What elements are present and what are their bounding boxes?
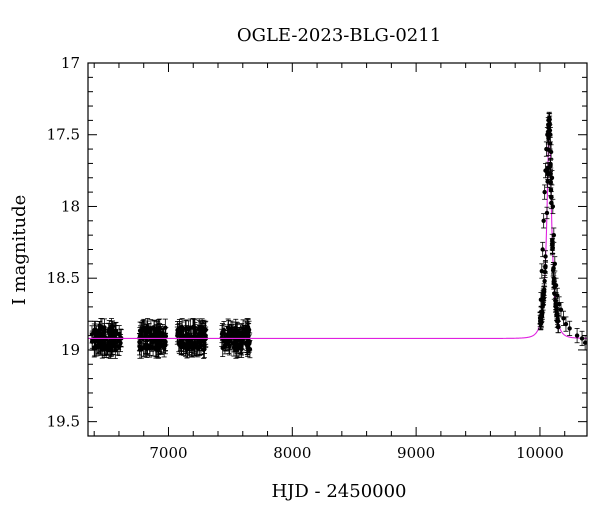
data-point [179,328,185,333]
event-point [555,324,561,330]
event-point [545,179,550,184]
data-point [194,344,200,349]
event-point [582,340,587,345]
event-point [567,326,572,331]
plot-frame [87,62,588,437]
event-point [546,134,551,139]
event-point [543,254,548,259]
event-point [550,204,556,209]
y-tick-label: 19 [61,341,80,359]
data-point [184,331,189,337]
data-point [197,331,203,336]
x-tick-label: 9000 [397,444,435,462]
event-point [554,308,559,314]
data-point [227,344,232,349]
event-point [542,189,547,195]
data-point [175,333,180,338]
data-point [238,342,244,347]
data-point [197,325,202,330]
event-point [546,147,551,152]
data-point [178,340,183,345]
x-tick-label: 7000 [149,444,187,462]
event-point [550,245,555,251]
event-point [548,187,554,192]
event-point [574,333,580,338]
event-point [552,284,557,290]
model-curve [88,120,587,339]
data-point [97,327,102,333]
data-point [225,325,231,330]
event-point [563,321,569,327]
x-tick-label: 8000 [273,444,311,462]
event-point [542,278,547,284]
data-point [221,331,227,336]
data-point [201,347,206,353]
y-tick-label: 18 [61,197,80,215]
axis-ticks: 7000 8000 9000 10000 17 17.5 18 18.5 19 19.5 [47,54,587,462]
event-point [579,336,585,341]
data-point [148,326,154,331]
data-point [198,343,204,349]
data-point [227,338,233,343]
data-point [98,343,103,348]
y-tick-label: 18.5 [47,269,80,287]
event-point [547,115,552,121]
data-point [147,344,153,349]
event-point [546,124,551,129]
data-point [244,328,250,333]
data-point [92,345,97,350]
y-tick-label: 17 [61,54,80,72]
event-point [550,237,555,243]
data-point [158,342,163,348]
event-point [544,210,550,216]
event-point [541,289,547,294]
plot-area [88,111,587,359]
data-point [183,345,188,350]
data-point [100,347,105,352]
data-point [153,347,159,352]
y-tick-label: 17.5 [47,126,80,144]
data-point [116,331,122,337]
y-axis-label: I magnitude [9,195,30,306]
event-point [550,268,556,273]
x-axis-label: HJD - 2450000 [271,481,406,502]
event-point [538,315,543,320]
event-point [542,269,548,275]
data-point [93,327,98,333]
data-point [154,326,159,331]
data-point [110,340,115,345]
event-point [541,218,546,224]
data-point [137,344,142,349]
data-point [144,330,149,336]
y-tick-label: 19.5 [47,413,80,431]
event-point [553,303,558,309]
data-point [143,342,148,348]
data-point [139,347,144,352]
data-point [220,345,225,351]
event-point [548,162,553,168]
data-point [244,341,249,346]
x-tick-label: 10000 [516,444,564,462]
chart-title: OGLE-2023-BLG-0211 [237,25,441,46]
data-point [139,328,144,334]
data-point [106,347,112,352]
event-point [549,195,554,200]
